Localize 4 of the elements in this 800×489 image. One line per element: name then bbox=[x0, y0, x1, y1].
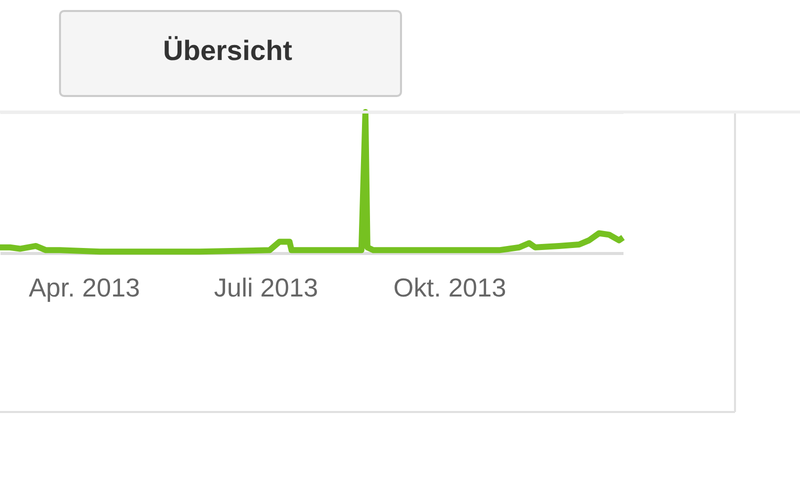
x-tick-label: Apr. 2013 bbox=[28, 272, 140, 302]
x-tick-label: Juli 2013 bbox=[214, 272, 318, 302]
x-tick-label: Okt. 2013 bbox=[393, 272, 506, 302]
text: Übersicht bbox=[163, 35, 292, 66]
